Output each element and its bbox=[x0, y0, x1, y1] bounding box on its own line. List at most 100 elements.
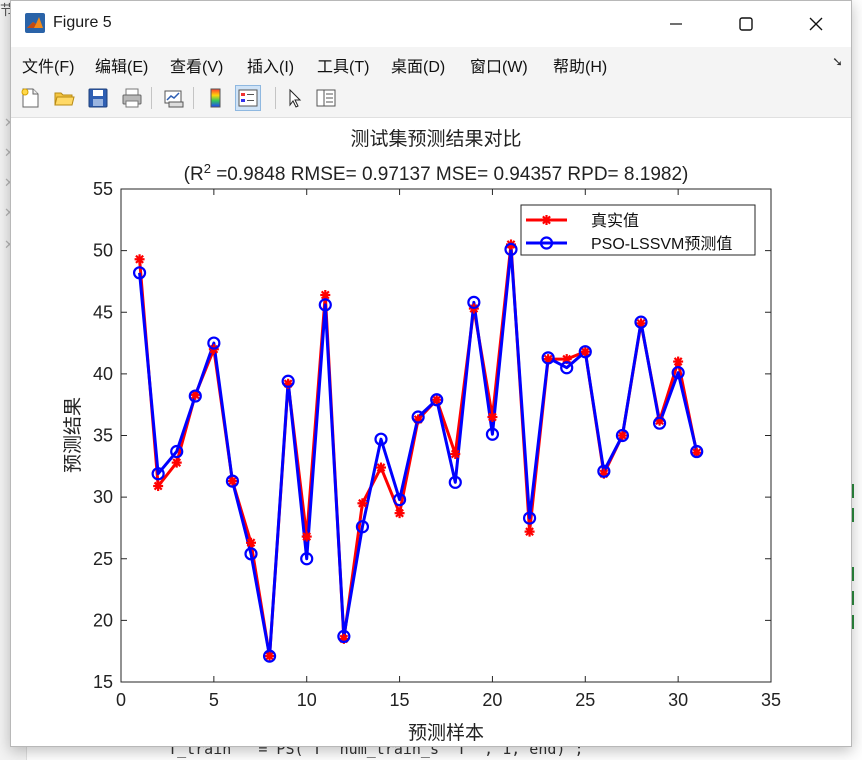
y-axis-label: 预测结果 bbox=[62, 397, 84, 473]
window-title: Figure 5 bbox=[53, 14, 112, 31]
asterisk-stroke bbox=[265, 651, 274, 661]
actual-point bbox=[246, 537, 256, 548]
new-figure-icon bbox=[21, 88, 39, 108]
asterisk-stroke bbox=[228, 476, 237, 486]
actual-point bbox=[487, 412, 498, 423]
legend[interactable]: 真实值 PSO-LSSVM预测值 bbox=[520, 204, 756, 256]
menu-insert[interactable]: 插入(I) bbox=[247, 59, 295, 76]
predicted-point bbox=[281, 374, 295, 388]
y-tick-label: 20 bbox=[93, 610, 113, 630]
close-button[interactable] bbox=[781, 1, 851, 47]
actual-point bbox=[543, 354, 554, 365]
asterisk-stroke bbox=[432, 395, 442, 405]
predicted-point bbox=[207, 336, 221, 350]
x-tick-label: 15 bbox=[390, 690, 410, 710]
predicted-point bbox=[522, 511, 537, 525]
colorbar-button[interactable] bbox=[203, 85, 229, 111]
actual-point bbox=[431, 394, 442, 405]
x-axis-label: 预测样本 bbox=[408, 722, 484, 744]
edit-plot-button[interactable] bbox=[281, 85, 307, 111]
asterisk-stroke bbox=[450, 449, 460, 459]
minimize-button[interactable] bbox=[641, 1, 711, 47]
predicted-point bbox=[411, 410, 425, 424]
maximize-button[interactable] bbox=[711, 1, 781, 47]
predicted-point bbox=[262, 649, 277, 663]
actual-point bbox=[134, 254, 145, 265]
minimize-icon bbox=[670, 23, 682, 25]
menu-edit[interactable]: 编辑(E) bbox=[95, 59, 149, 76]
legend-label-actual: 真实值 bbox=[591, 212, 639, 230]
predicted-point bbox=[392, 492, 407, 507]
figure-canvas[interactable]: 测试集预测结果对比 (R2 =0.9848 RMSE= 0.97137 MSE=… bbox=[11, 118, 851, 746]
legend-label-predicted: PSO-LSSVM预测值 bbox=[591, 235, 732, 253]
asterisk-stroke bbox=[302, 532, 312, 541]
y-tick-label: 15 bbox=[93, 672, 113, 692]
x-tick-label: 5 bbox=[209, 690, 219, 710]
predicted-point bbox=[132, 266, 147, 280]
predicted-point bbox=[541, 351, 555, 365]
y-tick-label: 30 bbox=[93, 487, 113, 507]
data-series bbox=[132, 239, 704, 663]
y-tick-label: 40 bbox=[93, 364, 113, 384]
y-tick-label: 35 bbox=[93, 426, 113, 446]
subtitle-metrics: =0.9848 RMSE= 0.97137 MSE= 0.94357 RPD= … bbox=[211, 164, 688, 185]
title-bar[interactable]: Figure 5 bbox=[11, 1, 851, 47]
asterisk-stroke bbox=[190, 390, 200, 400]
menu-window[interactable]: 窗口(W) bbox=[470, 59, 528, 76]
new-figure-button[interactable] bbox=[17, 85, 43, 111]
x-tick-label: 25 bbox=[575, 690, 595, 710]
chart-subtitle: (R2 =0.9848 RMSE= 0.97137 MSE= 0.94357 R… bbox=[184, 161, 689, 186]
open-file-button[interactable] bbox=[51, 85, 77, 111]
asterisk-stroke bbox=[636, 318, 646, 328]
print-button[interactable] bbox=[119, 85, 145, 111]
asterisk-stroke bbox=[543, 354, 553, 364]
actual-point bbox=[301, 531, 312, 542]
x-tick-label: 20 bbox=[482, 690, 502, 710]
chart-svg[interactable]: 测试集预测结果对比 (R2 =0.9848 RMSE= 0.97137 MSE=… bbox=[11, 118, 851, 746]
link-plot-button[interactable] bbox=[161, 85, 187, 111]
dock-arrow-icon[interactable]: ➘ bbox=[832, 55, 843, 70]
actual-point bbox=[394, 508, 405, 519]
menu-view[interactable]: 查看(V) bbox=[170, 59, 224, 76]
menu-tools[interactable]: 工具(T) bbox=[317, 59, 370, 76]
menu-help[interactable]: 帮助(H) bbox=[553, 59, 608, 76]
predicted-point bbox=[504, 242, 518, 256]
predicted-point bbox=[300, 552, 314, 566]
subtitle-superscript: 2 bbox=[204, 161, 211, 176]
property-inspector-button[interactable] bbox=[313, 85, 339, 111]
close-icon: ✕ bbox=[4, 177, 16, 190]
x-tick-label: 0 bbox=[116, 690, 126, 710]
toolbar-separator bbox=[151, 87, 152, 109]
predicted-point bbox=[615, 428, 630, 443]
asterisk-stroke bbox=[246, 538, 256, 548]
open-file-icon bbox=[54, 92, 75, 106]
predicted-point bbox=[597, 464, 611, 478]
actual-point bbox=[264, 651, 275, 662]
asterisk-stroke bbox=[580, 347, 590, 357]
legend-asterisk bbox=[541, 215, 552, 225]
asterisk-stroke bbox=[172, 458, 182, 467]
predicted-point bbox=[485, 427, 500, 441]
asterisk-stroke bbox=[525, 527, 534, 537]
asterisk-stroke bbox=[153, 481, 163, 491]
actual-point bbox=[376, 462, 386, 473]
save-icon bbox=[88, 88, 108, 108]
toolbar-separator bbox=[275, 87, 276, 109]
actual-point bbox=[524, 526, 535, 537]
asterisk-stroke bbox=[135, 254, 144, 264]
legend-button[interactable] bbox=[235, 85, 261, 111]
predicted-point bbox=[652, 416, 667, 430]
predicted-point bbox=[337, 629, 351, 643]
predicted-point bbox=[374, 432, 388, 446]
save-button[interactable] bbox=[85, 85, 111, 111]
menu-desktop[interactable]: 桌面(D) bbox=[391, 59, 446, 76]
predicted-point bbox=[448, 475, 462, 489]
asterisk-stroke bbox=[358, 498, 367, 508]
predicted-point bbox=[188, 389, 202, 403]
predicted-point bbox=[690, 444, 704, 459]
colorbar-icon bbox=[210, 88, 221, 108]
figure-window[interactable]: Figure 5 文件(F) 编辑(E) 查看(V) 插入(I) 工具(T) 桌… bbox=[10, 0, 852, 747]
asterisk-stroke bbox=[376, 463, 386, 472]
predicted-point bbox=[467, 295, 481, 309]
menu-file[interactable]: 文件(F) bbox=[22, 59, 75, 76]
